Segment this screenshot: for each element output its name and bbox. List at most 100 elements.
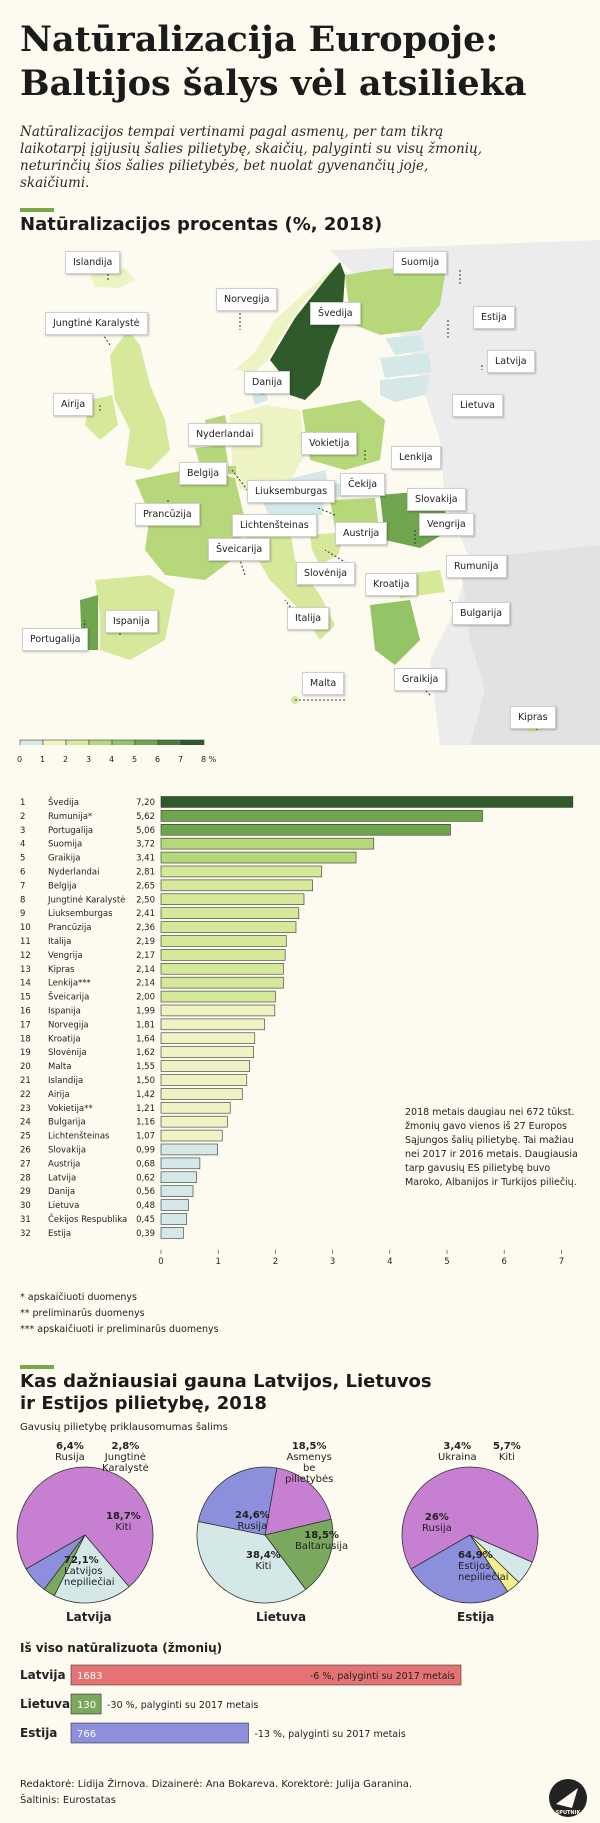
pie-latvija-label-russia: 6,4% Rusija — [55, 1441, 85, 1463]
legend-tick: 2 — [63, 755, 69, 764]
value-label: 0,39 — [136, 1229, 155, 1239]
bar — [160, 796, 574, 808]
value-label: 0,48 — [136, 1201, 155, 1211]
rank-label: 13 — [20, 965, 31, 975]
legend-swatch — [180, 739, 205, 745]
legend-swatch — [111, 739, 136, 745]
rank-label: 26 — [20, 1146, 31, 1156]
map-label-belgium: Belgija — [179, 462, 228, 485]
legend-tick: 1 — [40, 755, 46, 764]
map-label-france: Prancūzija — [135, 503, 200, 526]
pies-subheading: Gavusių pilietybę priklausomumas šalims — [20, 1422, 228, 1433]
bar — [160, 810, 483, 822]
logo-text: SPUTNIK — [556, 1810, 582, 1816]
rank-label: 2 — [20, 812, 25, 822]
pie-latvija-label-others: 18,7% Kiti — [106, 1511, 141, 1533]
category-label: Ispanija — [48, 1007, 81, 1017]
rank-label: 32 — [20, 1229, 31, 1239]
category-label: Lichtenšteinas — [48, 1131, 110, 1142]
x-tick-label: 2 — [273, 1257, 278, 1267]
bar — [160, 1060, 250, 1072]
value-label: 2,00 — [136, 993, 155, 1003]
bar — [160, 1129, 223, 1142]
category-label: Jungtinė Karalystė — [47, 895, 125, 905]
pie-estija-label-ukraine: 3,4% Ukraina — [438, 1441, 477, 1463]
map-label-croatia: Kroatija — [365, 573, 418, 596]
rank-label: 19 — [20, 1048, 31, 1058]
map-greece — [370, 600, 420, 665]
map-label-portugal: Portugalija — [22, 628, 89, 651]
rank-label: 5 — [20, 854, 25, 864]
category-label: Austrija — [48, 1159, 80, 1169]
legend-swatch — [65, 739, 90, 745]
category-label: Danija — [48, 1187, 75, 1197]
rank-label: 16 — [20, 1007, 31, 1017]
rank-label: 20 — [20, 1062, 31, 1072]
rank-label: 12 — [20, 951, 31, 961]
value-label: 0,45 — [136, 1215, 155, 1225]
value-label: 7,20 — [136, 798, 155, 808]
map-label-hungary: Vengrija — [419, 513, 474, 536]
pie-latvija-label-uk: 2,8% Jungtinė Karalystė — [102, 1441, 149, 1474]
map-legend — [19, 739, 205, 745]
x-tick-label: 7 — [559, 1257, 564, 1267]
rank-label: 14 — [20, 979, 31, 989]
value-label: 1,07 — [136, 1132, 155, 1142]
map-label-ireland: Airija — [53, 393, 94, 416]
total-value-label: 1683 — [77, 1671, 102, 1682]
rank-label: 4 — [20, 840, 25, 850]
map-label-switzerland: Šveicarija — [208, 538, 271, 561]
legend-tick: 4 — [109, 755, 115, 764]
credits-line: Redaktorė: Lidija Žirnova. Dizainerė: An… — [20, 1779, 413, 1790]
value-label: 1,42 — [136, 1090, 155, 1100]
pie-lietuva-title: Lietuva — [256, 1610, 307, 1624]
totals-heading: Iš viso natūralizuota (žmonių) — [20, 1641, 223, 1655]
value-label: 2,50 — [136, 895, 155, 905]
map-label-bulgaria: Bulgarija — [452, 602, 511, 625]
category-label: Slovakija — [48, 1146, 86, 1156]
pie-slice — [410, 1534, 509, 1604]
pie-latvija-label-noncitizens: 72,1% Latvijos nepiliečiai — [64, 1555, 115, 1588]
pie-lietuva-label-others: 38,4% Kiti — [246, 1550, 281, 1572]
value-label: 3,72 — [136, 840, 155, 850]
credits: Redaktorė: Lidija Žirnova. Dizainerė: An… — [20, 1777, 412, 1809]
pie-estija-title: Estija — [457, 1610, 495, 1624]
page-title: Natūralizacija Europoje: Baltijos šalys … — [20, 18, 580, 106]
value-label: 1,62 — [136, 1048, 155, 1058]
category-label: Rumunija* — [48, 812, 92, 822]
category-label: Kroatija — [48, 1034, 81, 1044]
map-norway — [235, 262, 340, 372]
bar — [160, 879, 313, 892]
bar — [160, 837, 375, 850]
map-label-sweden: Švedija — [310, 302, 361, 325]
category-label: Portugalija — [48, 826, 93, 836]
map-sweden — [270, 262, 345, 400]
map-label-finland: Suomija — [393, 251, 448, 274]
value-label: 2,36 — [136, 923, 155, 933]
rank-label: 22 — [20, 1090, 31, 1100]
value-label: 0,99 — [136, 1146, 155, 1156]
bar — [160, 823, 451, 836]
value-label: 1,64 — [136, 1034, 155, 1044]
x-tick-label: 5 — [444, 1257, 449, 1267]
category-label: Vengrija — [48, 951, 83, 961]
totals-bar-chart: Latvija 1683 -6 %, palyginti su 2017 metai… — [20, 1664, 462, 1744]
value-label: 2,17 — [136, 951, 155, 961]
bar — [160, 1185, 194, 1197]
pie-estija-label-noncitizens: 64,9% Estijos nepiliečiai — [458, 1550, 509, 1583]
value-label: 2,41 — [136, 909, 155, 919]
category-label: Lietuva — [48, 1201, 79, 1211]
pie-slice — [196, 1521, 307, 1604]
value-label: 2,14 — [136, 979, 155, 989]
bar — [160, 1074, 248, 1086]
map-label-netherlands: Nyderlandai — [188, 423, 262, 446]
category-label: Slovėnija — [48, 1048, 87, 1058]
map-label-iceland: Islandija — [65, 251, 121, 274]
pie-lietuva-label-russia: 24,6% Rusija — [235, 1510, 270, 1532]
bar — [160, 1115, 228, 1128]
pie-charts — [16, 1466, 539, 1604]
pie-slice — [25, 1534, 86, 1590]
value-label: 0,56 — [136, 1187, 155, 1197]
map-label-romania: Rumunija — [446, 555, 507, 578]
rank-label: 29 — [20, 1187, 31, 1197]
